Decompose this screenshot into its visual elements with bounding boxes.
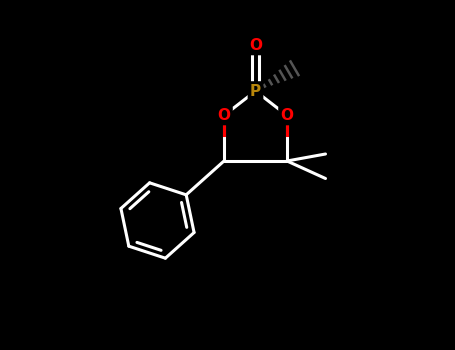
Text: O: O [217, 108, 231, 123]
Text: P: P [250, 84, 261, 98]
Text: O: O [249, 38, 262, 53]
Text: O: O [280, 108, 293, 123]
